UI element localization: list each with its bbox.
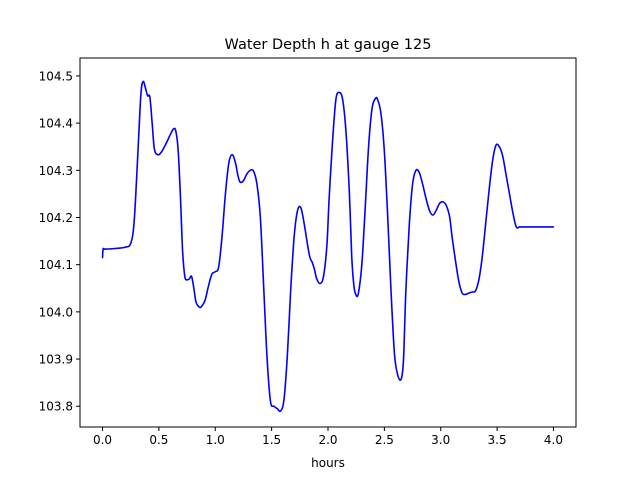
x-axis-label: hours (311, 456, 345, 470)
x-axis-ticks: 0.0 0.5 1.0 1.5 2.0 2.5 3.0 3.5 4.0 (93, 427, 563, 447)
y-tick-label: 104.5 (39, 69, 73, 83)
y-tick-label: 104.1 (39, 258, 73, 272)
x-tick-label: 1.5 (262, 433, 281, 447)
y-tick-label: 104.4 (39, 117, 73, 131)
y-tick-label: 103.8 (39, 400, 73, 414)
x-tick-label: 3.5 (488, 433, 507, 447)
x-tick-label: 0.0 (93, 433, 112, 447)
x-tick-label: 0.5 (149, 433, 168, 447)
y-axis-ticks: 103.8 103.9 104.0 104.1 104.2 104.3 104.4 104.5 (39, 69, 80, 414)
y-tick-label: 104.0 (39, 305, 73, 319)
x-tick-label: 4.0 (544, 433, 563, 447)
chart-title: Water Depth h at gauge 125 (225, 37, 432, 53)
y-tick-label: 103.9 (39, 353, 73, 367)
x-tick-label: 2.5 (375, 433, 394, 447)
x-tick-label: 3.0 (431, 433, 450, 447)
series-layer (101, 80, 555, 413)
y-tick-label: 104.2 (39, 211, 73, 225)
x-tick-label: 2.0 (318, 433, 337, 447)
x-tick-label: 1.0 (206, 433, 225, 447)
plot-area-frame (79, 57, 577, 428)
series-line-0 (101, 80, 555, 413)
y-tick-label: 104.3 (39, 164, 73, 178)
